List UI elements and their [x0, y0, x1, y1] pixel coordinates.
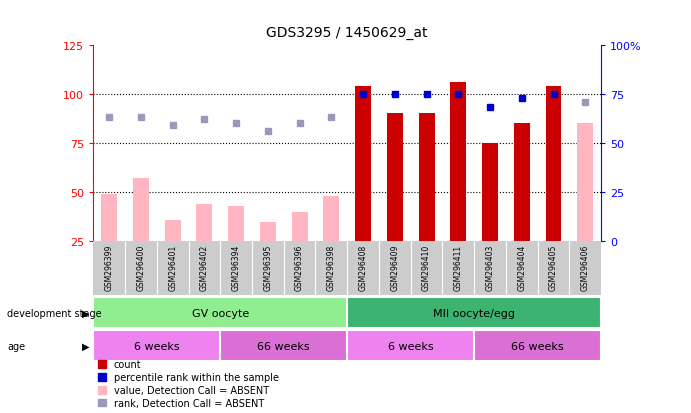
Text: GSM296395: GSM296395 — [263, 244, 272, 291]
Text: GSM296411: GSM296411 — [454, 244, 463, 290]
Bar — [514, 124, 530, 242]
Text: GSM296401: GSM296401 — [168, 244, 177, 290]
Bar — [164, 220, 180, 242]
Text: ▶: ▶ — [82, 341, 89, 351]
Bar — [260, 222, 276, 242]
Text: age: age — [7, 341, 25, 351]
Text: GSM296405: GSM296405 — [549, 244, 558, 291]
Text: GSM296408: GSM296408 — [359, 244, 368, 290]
Text: GSM296410: GSM296410 — [422, 244, 431, 290]
Text: GSM296398: GSM296398 — [327, 244, 336, 290]
Text: GSM296394: GSM296394 — [231, 244, 240, 291]
Bar — [451, 83, 466, 242]
Text: GSM296402: GSM296402 — [200, 244, 209, 290]
Text: GSM296399: GSM296399 — [104, 244, 113, 291]
Bar — [133, 179, 149, 242]
Text: ▶: ▶ — [82, 308, 89, 318]
Bar — [292, 212, 307, 242]
Title: GDS3295 / 1450629_at: GDS3295 / 1450629_at — [267, 26, 428, 40]
Bar — [578, 124, 594, 242]
Text: GSM296406: GSM296406 — [581, 244, 590, 291]
Text: GSM296403: GSM296403 — [486, 244, 495, 291]
Bar — [419, 114, 435, 242]
Bar — [323, 197, 339, 242]
Bar — [101, 195, 117, 242]
Text: 6 weeks: 6 weeks — [134, 341, 180, 351]
Bar — [387, 114, 403, 242]
Text: GSM296409: GSM296409 — [390, 244, 399, 291]
Text: GV oocyte: GV oocyte — [191, 308, 249, 318]
Bar — [228, 206, 244, 242]
Text: 66 weeks: 66 weeks — [258, 341, 310, 351]
Bar — [546, 87, 562, 242]
Text: GSM296400: GSM296400 — [136, 244, 145, 291]
Text: 66 weeks: 66 weeks — [511, 341, 564, 351]
Bar — [196, 204, 212, 242]
Text: development stage: development stage — [7, 308, 102, 318]
Legend: count, percentile rank within the sample, value, Detection Call = ABSENT, rank, : count, percentile rank within the sample… — [98, 360, 278, 408]
Bar — [355, 87, 371, 242]
Bar — [482, 143, 498, 242]
Text: GSM296404: GSM296404 — [518, 244, 527, 291]
Text: MII oocyte/egg: MII oocyte/egg — [433, 308, 515, 318]
Text: GSM296396: GSM296396 — [295, 244, 304, 291]
Text: 6 weeks: 6 weeks — [388, 341, 433, 351]
